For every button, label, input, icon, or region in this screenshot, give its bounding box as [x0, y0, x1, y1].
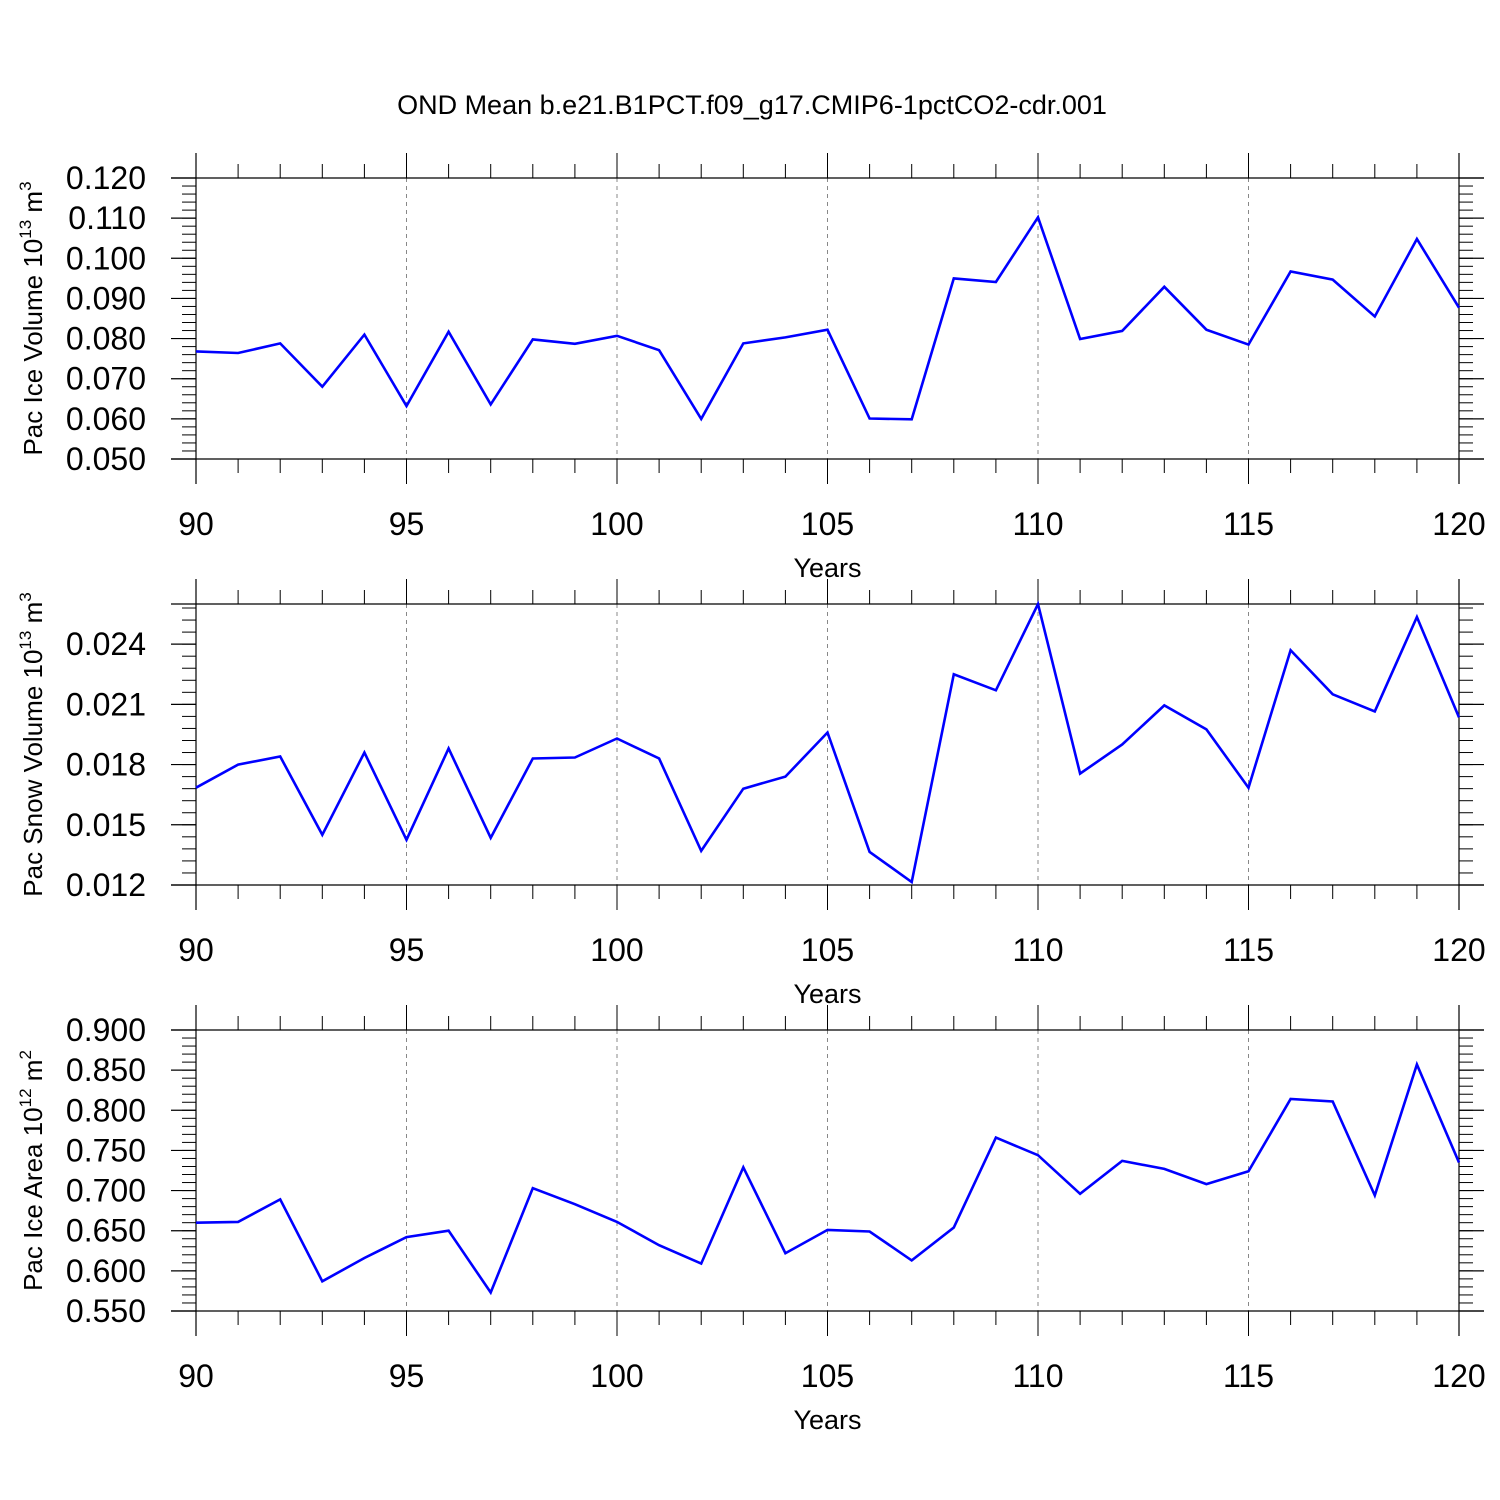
y-tick-label: 0.050 — [66, 441, 146, 477]
y-tick-label: 0.060 — [66, 401, 146, 437]
x-tick-label: 120 — [1432, 1358, 1485, 1394]
x-tick-label: 105 — [801, 1358, 854, 1394]
y-tick-label: 0.090 — [66, 280, 146, 316]
x-tick-label: 115 — [1223, 932, 1274, 968]
x-tick-label: 105 — [801, 932, 854, 968]
y-axis-label: Pac Snow Volume 1013 m3 — [16, 592, 48, 896]
x-tick-label: 95 — [389, 932, 425, 968]
y-tick-label: 0.700 — [66, 1173, 146, 1209]
series-line-1 — [195, 214, 1461, 422]
y-axis-label: Pac Ice Volume 1013 m3 — [16, 181, 48, 455]
y-axis-label: Pac Ice Area 1012 m2 — [16, 1050, 48, 1291]
y-tick-label: 0.015 — [66, 807, 146, 843]
x-tick-label: 110 — [1012, 1358, 1063, 1394]
x-tick-label: 110 — [1012, 932, 1063, 968]
x-axis-label: Years — [793, 1405, 861, 1435]
x-tick-label: 90 — [178, 1358, 214, 1394]
x-tick-label: 90 — [178, 506, 214, 542]
y-tick-label: 0.850 — [66, 1052, 146, 1088]
y-tick-label: 0.070 — [66, 361, 146, 397]
y-tick-label: 0.100 — [66, 240, 146, 276]
x-tick-label: 100 — [590, 932, 643, 968]
y-tick-label: 0.650 — [66, 1213, 146, 1249]
y-tick-label: 0.018 — [66, 747, 146, 783]
panel-2: 90 95 100 105 110 115 120 Years 0.012 0.015 0.018 0… — [16, 579, 1486, 1009]
y-tick-label: 0.800 — [66, 1092, 146, 1128]
x-tick-label: 110 — [1012, 506, 1063, 542]
series-line-2 — [195, 600, 1461, 885]
x-axis-label: Years — [793, 553, 861, 583]
y-tick-label: 0.120 — [66, 160, 146, 196]
x-tick-label: 100 — [590, 1358, 643, 1394]
x-axis-label: Years — [793, 979, 861, 1009]
y-tick-label: 0.600 — [66, 1253, 146, 1289]
chart-title: OND Mean b.e21.B1PCT.f09_g17.CMIP6-1pctC… — [397, 90, 1107, 120]
x-tick-label: 95 — [389, 506, 425, 542]
x-tick-label: 95 — [389, 1358, 425, 1394]
y-tick-label: 0.900 — [66, 1012, 146, 1048]
panel-3: 90 95 100 105 110 115 120 Years 0.550 0.600 0.650 0… — [16, 1005, 1486, 1435]
y-tick-label: 0.012 — [66, 867, 146, 903]
x-tick-label: 100 — [590, 506, 643, 542]
y-tick-label: 0.021 — [66, 686, 146, 722]
y-tick-label: 0.024 — [66, 626, 146, 662]
x-tick-label: 115 — [1223, 506, 1274, 542]
y-tick-label: 0.080 — [66, 321, 146, 357]
panel-1: 90 95 100 105 110 115 120 Years 0.050 0.060 0.070 0… — [16, 153, 1486, 583]
x-tick-label: 105 — [801, 506, 854, 542]
y-tick-label: 0.110 — [68, 200, 146, 236]
panels: 90 95 100 105 110 115 120 Years 0.050 0.060 0.070 0… — [16, 153, 1486, 1435]
x-tick-label: 120 — [1432, 932, 1485, 968]
y-tick-label: 0.550 — [66, 1293, 146, 1329]
series-line-3 — [195, 1060, 1461, 1296]
x-tick-label: 120 — [1432, 506, 1485, 542]
x-tick-label: 90 — [178, 932, 214, 968]
y-tick-label: 0.750 — [66, 1132, 146, 1168]
x-tick-label: 115 — [1223, 1358, 1274, 1394]
